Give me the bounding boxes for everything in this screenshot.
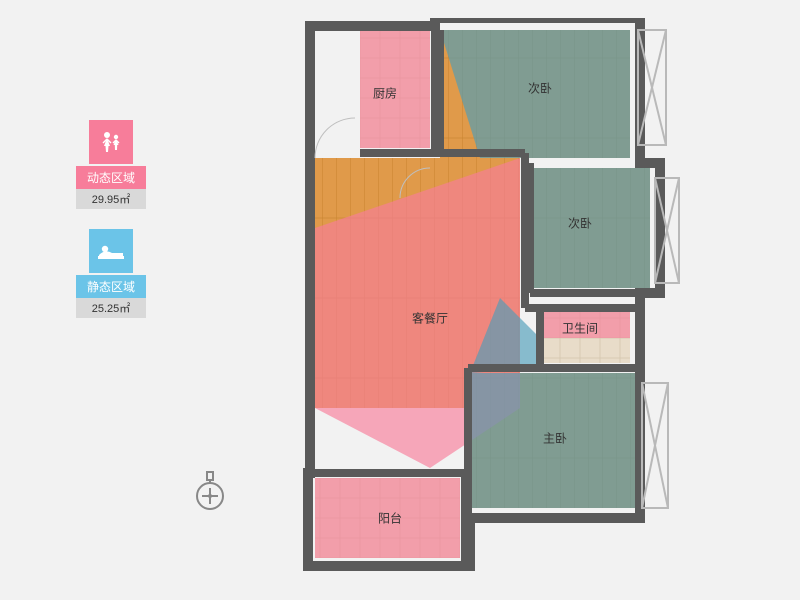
legend-static-value: 25.25㎡	[76, 298, 146, 318]
label-bedroom2a: 次卧	[528, 80, 552, 97]
people-icon	[89, 120, 133, 164]
floorplan: 厨房次卧次卧客餐厅卫生间主卧阳台	[280, 18, 700, 578]
legend-dynamic-label: 动态区域	[76, 166, 146, 189]
label-bathroom: 卫生间	[562, 320, 598, 337]
legend-static-label: 静态区域	[76, 275, 146, 298]
legend-static: 静态区域 25.25㎡	[76, 229, 146, 318]
label-kitchen: 厨房	[373, 85, 397, 102]
label-living: 客餐厅	[412, 310, 448, 327]
compass-icon	[190, 470, 230, 510]
label-bedroom2b: 次卧	[568, 215, 592, 232]
label-balcony: 阳台	[378, 510, 402, 527]
label-master: 主卧	[543, 430, 567, 447]
legend: 动态区域 29.95㎡ 静态区域 25.25㎡	[76, 120, 146, 338]
legend-dynamic: 动态区域 29.95㎡	[76, 120, 146, 209]
sleep-icon	[89, 229, 133, 273]
legend-dynamic-value: 29.95㎡	[76, 189, 146, 209]
